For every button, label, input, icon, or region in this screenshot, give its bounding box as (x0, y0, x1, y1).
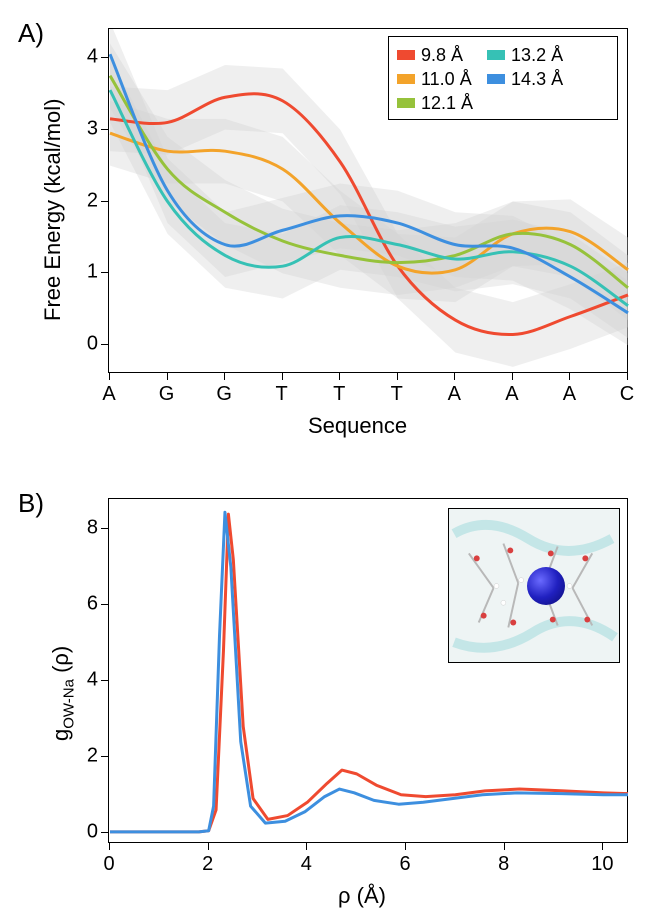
xtick-label: 10 (591, 853, 613, 876)
xtick (569, 373, 570, 380)
ytick-label: 2 (78, 744, 98, 767)
legend-item: 11.0 Å (397, 67, 473, 91)
panel-b-xlabel: ρ (Å) (338, 883, 386, 909)
ytick (101, 129, 108, 130)
xtick-label: A (448, 383, 461, 406)
xtick (109, 373, 110, 380)
xtick-label: T (276, 383, 288, 406)
xtick (504, 843, 505, 850)
ytick (101, 528, 108, 529)
legend-swatch-icon (397, 98, 415, 108)
legend-item: 9.8 Å (397, 43, 473, 67)
legend-text: 13.2 Å (511, 45, 563, 66)
legend-text: 12.1 Å (421, 93, 473, 114)
panel-a-label: A) (18, 18, 44, 49)
xtick-label: 0 (103, 853, 114, 876)
xtick-label: G (159, 383, 175, 406)
legend-item: 14.3 Å (487, 67, 563, 91)
xtick (512, 373, 513, 380)
xtick (167, 373, 168, 380)
ytick (101, 272, 108, 273)
ytick-label: 8 (78, 517, 98, 540)
ytick-label: 2 (78, 189, 98, 212)
xtick (282, 373, 283, 380)
legend-swatch-icon (397, 50, 415, 60)
ytick (101, 57, 108, 58)
xtick (339, 373, 340, 380)
xtick-label: C (620, 383, 634, 406)
xtick-label: A (102, 383, 115, 406)
xtick-label: 2 (202, 853, 213, 876)
xtick-label: 4 (301, 853, 312, 876)
xtick-label: G (216, 383, 232, 406)
panel-b-label: B) (18, 488, 44, 519)
ytick-label: 3 (78, 117, 98, 140)
panel-a-xlabel: Sequence (308, 413, 407, 439)
figure-root: A) Free Energy (kcal/mol) Sequence 9.8 Å… (0, 0, 666, 905)
legend-text: 14.3 Å (511, 69, 563, 90)
ytick-label: 0 (78, 333, 98, 356)
ylabel-main: g (48, 728, 73, 740)
xtick-label: T (391, 383, 403, 406)
xtick (405, 843, 406, 850)
legend-item: 13.2 Å (487, 43, 563, 67)
ytick (101, 344, 108, 345)
sodium-ion-icon (527, 567, 565, 605)
ytick (101, 832, 108, 833)
panel-a-ylabel: Free Energy (kcal/mol) (40, 98, 66, 321)
xtick-label: A (563, 383, 576, 406)
xtick (397, 373, 398, 380)
xtick (208, 843, 209, 850)
ytick-label: 0 (78, 820, 98, 843)
xtick (627, 373, 628, 380)
xtick-label: T (333, 383, 345, 406)
ytick (101, 680, 108, 681)
legend-item: 12.1 Å (397, 91, 473, 115)
xtick (306, 843, 307, 850)
xtick (224, 373, 225, 380)
ytick-label: 6 (78, 593, 98, 616)
ytick-label: 4 (78, 45, 98, 68)
ytick-label: 1 (78, 261, 98, 284)
ylabel-sub: OW-Na (60, 679, 77, 729)
ytick (101, 604, 108, 605)
legend-swatch-icon (487, 50, 505, 60)
ytick (101, 201, 108, 202)
ytick-label: 4 (78, 668, 98, 691)
legend-swatch-icon (397, 74, 415, 84)
legend-text: 11.0 Å (421, 69, 472, 90)
xtick (454, 373, 455, 380)
xtick (109, 843, 110, 850)
legend-swatch-icon (487, 74, 505, 84)
xtick-label: 8 (498, 853, 509, 876)
legend-text: 9.8 Å (421, 45, 463, 66)
ytick (101, 756, 108, 757)
xtick-label: A (505, 383, 518, 406)
ylabel-arg: (ρ) (48, 645, 73, 678)
xtick (602, 843, 603, 850)
panel-b-inset (448, 508, 620, 663)
panel-a-legend: 9.8 Å 11.0 Å 12.1 Å 13.2 Å 14.3 Å (388, 36, 618, 120)
panel-b-ylabel: gOW-Na (ρ) (48, 645, 77, 740)
xtick-label: 6 (399, 853, 410, 876)
